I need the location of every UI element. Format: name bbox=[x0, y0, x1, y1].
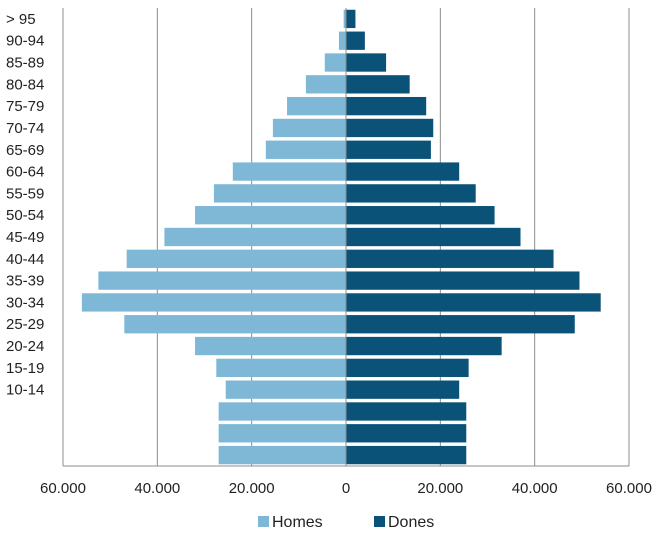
bar-homes-17 bbox=[305, 75, 346, 94]
y-tick-label-18: 85-89 bbox=[6, 55, 44, 72]
y-tick-label-10: 45-49 bbox=[6, 229, 44, 246]
legend: Homes Dones bbox=[258, 514, 434, 531]
x-tick-label-0: 60.000 bbox=[40, 480, 86, 497]
bar-homes-11 bbox=[195, 206, 346, 225]
bar-dones-2 bbox=[346, 402, 467, 421]
bar-dones-5 bbox=[346, 336, 502, 356]
bar-dones-3 bbox=[346, 380, 460, 399]
bar-dones-6 bbox=[346, 315, 575, 334]
bar-dones-11 bbox=[346, 206, 495, 225]
bar-homes-3 bbox=[225, 380, 346, 399]
bar-homes-6 bbox=[124, 315, 346, 334]
y-tick-label-11: 50-54 bbox=[6, 207, 44, 224]
bar-homes-14 bbox=[265, 140, 346, 159]
bar-dones-12 bbox=[346, 184, 476, 203]
y-tick-label-13: 60-64 bbox=[6, 164, 44, 181]
bar-dones-19 bbox=[346, 31, 365, 50]
bar-homes-9 bbox=[126, 249, 346, 268]
y-tick-label-4: 15-19 bbox=[6, 360, 44, 377]
bar-homes-19 bbox=[338, 31, 346, 50]
y-tick-label-19: 90-94 bbox=[6, 33, 44, 50]
x-tick-label-5: 40.000 bbox=[512, 480, 558, 497]
x-tick-label-3: 0 bbox=[342, 480, 350, 497]
y-tick-label-6: 25-29 bbox=[6, 316, 44, 333]
bar-homes-7 bbox=[81, 293, 346, 312]
legend-swatch-dones bbox=[374, 516, 385, 527]
y-tick-label-8: 35-39 bbox=[6, 273, 44, 290]
y-tick-labels: 10-14 15-19 20-24 25-29 30-34 35-39 40-44 45-49… bbox=[6, 11, 44, 399]
bar-homes-8 bbox=[98, 271, 346, 290]
bar-dones-10 bbox=[346, 227, 521, 247]
legend-label-homes: Homes bbox=[272, 514, 323, 531]
y-tick-label-12: 55-59 bbox=[6, 185, 44, 202]
y-tick-label-17: 80-84 bbox=[6, 76, 44, 93]
bar-homes-18 bbox=[324, 53, 346, 72]
bar-dones-13 bbox=[346, 162, 460, 181]
bar-homes-16 bbox=[287, 96, 346, 116]
y-tick-label-5: 20-24 bbox=[6, 338, 44, 355]
y-tick-label-15: 70-74 bbox=[6, 120, 44, 137]
bar-homes-4 bbox=[216, 358, 346, 378]
y-tick-label-16: 75-79 bbox=[6, 98, 44, 115]
y-tick-label-20: > 95 bbox=[6, 11, 36, 28]
bar-homes-13 bbox=[232, 162, 346, 181]
x-tick-labels: 60.000 40.000 20.000 0 20.000 40.000 60.000 bbox=[40, 480, 652, 497]
legend-label-dones: Dones bbox=[388, 514, 434, 531]
y-tick-label-9: 40-44 bbox=[6, 251, 44, 268]
bar-homes-12 bbox=[213, 184, 346, 203]
bar-dones-18 bbox=[346, 53, 387, 72]
bar-homes-2 bbox=[218, 402, 346, 421]
x-tick-label-4: 20.000 bbox=[417, 480, 463, 497]
bar-homes-5 bbox=[195, 336, 346, 356]
legend-swatch-homes bbox=[258, 516, 269, 527]
y-tick-label-7: 30-34 bbox=[6, 294, 44, 311]
bar-homes-0 bbox=[218, 445, 346, 465]
bar-dones-15 bbox=[346, 118, 434, 138]
bar-dones-20 bbox=[346, 9, 356, 29]
bar-dones-17 bbox=[346, 75, 410, 94]
bar-homes-10 bbox=[164, 227, 346, 247]
bar-homes-15 bbox=[272, 118, 346, 138]
bar-dones-4 bbox=[346, 358, 469, 378]
bar-dones-0 bbox=[346, 445, 467, 465]
bar-dones-1 bbox=[346, 424, 467, 443]
bar-dones-9 bbox=[346, 249, 554, 268]
x-tick-label-6: 60.000 bbox=[606, 480, 652, 497]
x-tick-label-1: 40.000 bbox=[134, 480, 180, 497]
y-tick-label-3: 10-14 bbox=[6, 382, 44, 399]
bar-dones-8 bbox=[346, 271, 580, 290]
y-tick-label-14: 65-69 bbox=[6, 142, 44, 159]
bar-homes-1 bbox=[218, 424, 346, 443]
bar-dones-7 bbox=[346, 293, 601, 312]
bar-homes-20 bbox=[343, 9, 346, 29]
bar-dones-14 bbox=[346, 140, 431, 159]
bar-dones-16 bbox=[346, 96, 427, 116]
x-tick-label-2: 20.000 bbox=[229, 480, 275, 497]
bars bbox=[81, 8, 601, 466]
